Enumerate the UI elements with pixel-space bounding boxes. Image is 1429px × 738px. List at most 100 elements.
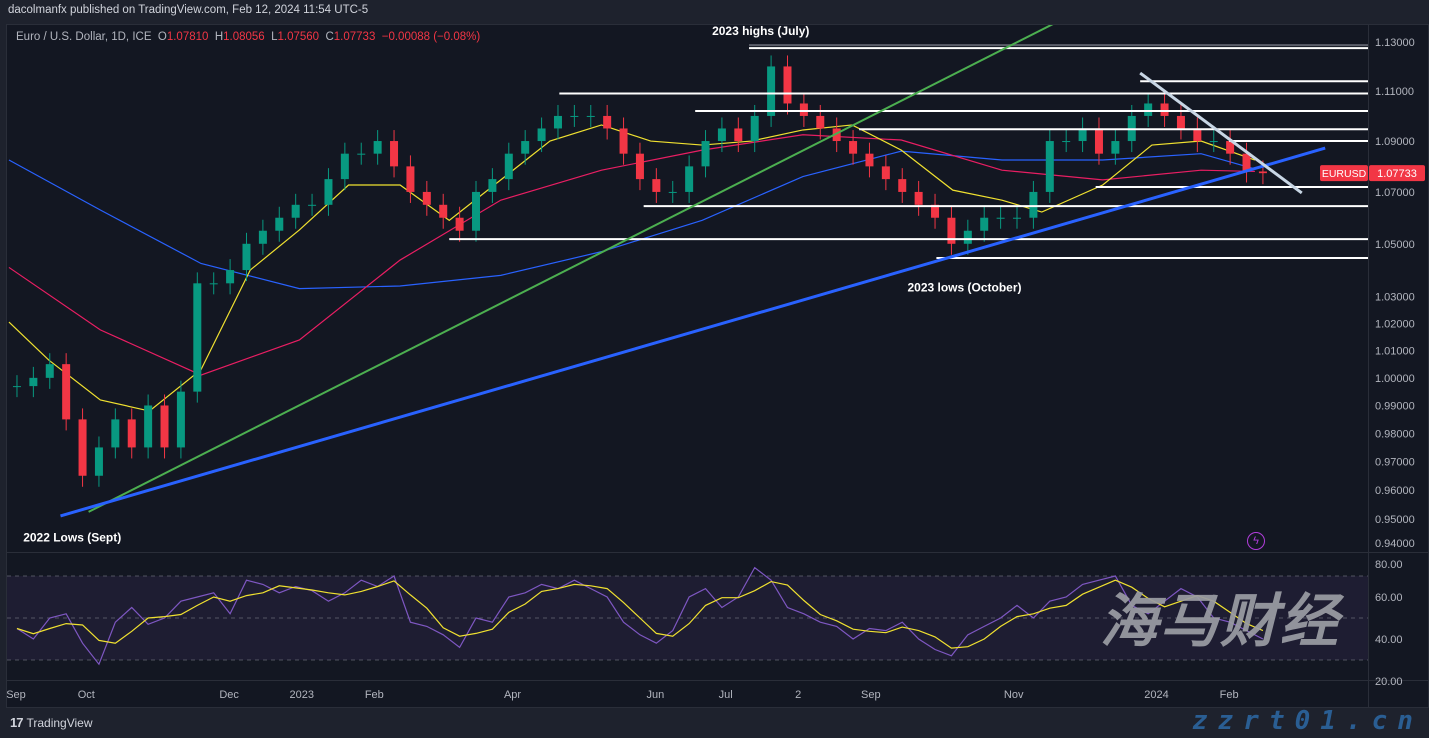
candle-body xyxy=(242,243,251,271)
candle-body xyxy=(1111,141,1120,154)
candle-body xyxy=(553,115,562,129)
candle xyxy=(1144,92,1153,127)
price-tag-value-bg xyxy=(1369,165,1425,182)
candle-body xyxy=(1062,141,1071,143)
rsi-tick-label: 60.00 xyxy=(1375,592,1403,604)
candle-body xyxy=(603,115,612,129)
candle-body xyxy=(193,283,202,392)
candle-body xyxy=(357,153,366,155)
candle xyxy=(390,130,399,178)
candle-body xyxy=(849,141,858,154)
annotation-label: 2023 highs (July) xyxy=(712,24,809,38)
candle-body xyxy=(635,153,644,180)
candle xyxy=(668,180,677,203)
candle-body xyxy=(799,103,808,116)
price-tick-label: 0.96000 xyxy=(1375,485,1415,497)
symbol-name: Euro / U.S. Dollar, 1D, ICE xyxy=(16,31,152,43)
time-tick-label: Dec xyxy=(219,689,239,701)
candle xyxy=(209,272,218,295)
candle xyxy=(357,142,366,165)
price-tick-label: 1.03000 xyxy=(1375,292,1415,304)
candle-body xyxy=(176,391,185,448)
candle-body xyxy=(931,204,940,218)
time-tick-label: Feb xyxy=(365,689,384,701)
price-tag-symbol: EURUSD xyxy=(1322,168,1367,180)
lightning-icon[interactable]: ϟ xyxy=(1247,532,1265,550)
rsi-tick-label: 40.00 xyxy=(1375,634,1403,646)
candle xyxy=(258,219,267,255)
change-value: −0.00088 (−0.08%) xyxy=(381,31,481,43)
candle-body xyxy=(209,283,218,285)
candle xyxy=(12,375,21,398)
candle-body xyxy=(1176,115,1185,129)
candle-body xyxy=(652,179,661,192)
candle xyxy=(242,232,251,282)
trend-line-trend_green xyxy=(88,25,1054,513)
time-tick-label: 2024 xyxy=(1144,689,1168,701)
candle-body xyxy=(734,128,743,142)
candle-body xyxy=(94,447,103,476)
symbol-legend: Euro / U.S. Dollar, 1D, ICE O1.07810 H1.… xyxy=(16,31,480,43)
candle xyxy=(439,193,448,229)
candle-body xyxy=(783,66,792,104)
price-tick-label: 1.13000 xyxy=(1375,37,1415,49)
candle xyxy=(881,155,890,191)
candle-body xyxy=(521,141,530,154)
candle xyxy=(1226,130,1235,165)
price-tick-label: 0.98000 xyxy=(1375,428,1415,440)
annotation-label: 2023 lows (October) xyxy=(907,280,1021,294)
candle-body xyxy=(914,191,923,205)
candle xyxy=(406,155,415,203)
candle-body xyxy=(947,217,956,244)
close-label: C xyxy=(325,31,334,43)
candle xyxy=(586,104,595,127)
candle xyxy=(160,394,169,459)
footer-brand: 17 TradingView xyxy=(10,715,93,730)
candle xyxy=(799,92,808,127)
candle xyxy=(898,168,907,203)
candle xyxy=(1193,117,1202,153)
candle-body xyxy=(1209,141,1218,143)
candle xyxy=(570,104,579,127)
candle xyxy=(750,104,759,153)
candle-body xyxy=(685,166,694,192)
candle-body xyxy=(291,204,300,218)
candle-body xyxy=(865,153,874,167)
candle xyxy=(1094,117,1103,165)
candle-body xyxy=(504,153,513,180)
candle xyxy=(537,117,546,153)
rsi-tick-label: 80.00 xyxy=(1375,559,1403,571)
candle-body xyxy=(406,166,415,192)
candle xyxy=(324,168,333,216)
price-tick-label: 0.97000 xyxy=(1375,457,1415,469)
candle xyxy=(947,206,956,255)
candle-body xyxy=(1258,171,1267,174)
candle-body xyxy=(439,204,448,218)
candle xyxy=(521,130,530,165)
moving-average-ma_slow xyxy=(8,150,1256,290)
candle xyxy=(603,104,612,140)
candle xyxy=(45,353,54,389)
candle xyxy=(308,193,317,216)
candle-body xyxy=(45,364,54,378)
candle-body xyxy=(258,230,267,244)
candle xyxy=(914,180,923,216)
candle-body xyxy=(963,230,972,244)
candle xyxy=(193,272,202,403)
candle xyxy=(455,206,464,242)
candle xyxy=(127,408,136,459)
candle-body xyxy=(78,419,87,476)
candle xyxy=(1242,142,1251,183)
candle-body xyxy=(980,217,989,231)
candle xyxy=(94,436,103,487)
candle xyxy=(553,104,562,140)
time-tick-label: Apr xyxy=(504,689,521,701)
candle-body xyxy=(767,66,776,116)
candle xyxy=(1013,206,1022,229)
candle-body xyxy=(308,204,317,206)
candle-body xyxy=(144,405,153,448)
candle-body xyxy=(1226,141,1235,154)
high-label: H xyxy=(214,31,224,43)
time-tick-label: Sep xyxy=(6,689,26,701)
